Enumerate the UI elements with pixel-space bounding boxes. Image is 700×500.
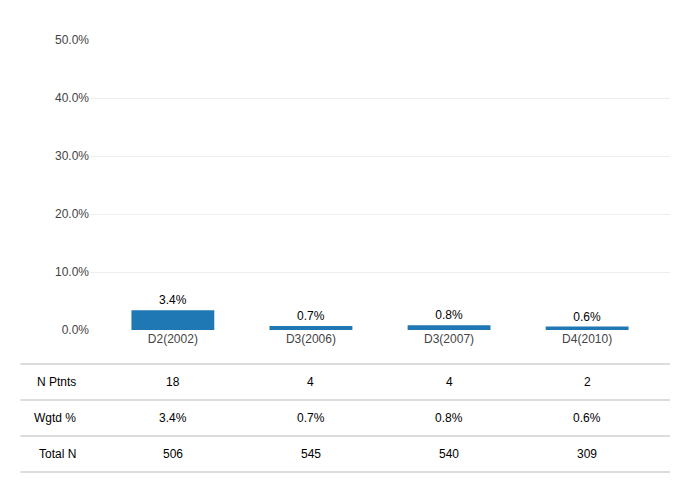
svg-text:545: 545 bbox=[301, 447, 321, 461]
svg-text:309: 309 bbox=[577, 447, 597, 461]
svg-text:D2(2002): D2(2002) bbox=[148, 332, 198, 346]
svg-text:D3(2006): D3(2006) bbox=[286, 332, 336, 346]
svg-text:506: 506 bbox=[163, 447, 183, 461]
svg-text:10.0%: 10.0% bbox=[55, 265, 89, 279]
svg-text:30.0%: 30.0% bbox=[55, 149, 89, 163]
svg-text:20.0%: 20.0% bbox=[55, 207, 89, 221]
svg-text:50.0%: 50.0% bbox=[55, 33, 89, 47]
svg-text:540: 540 bbox=[439, 447, 459, 461]
svg-text:4: 4 bbox=[446, 375, 453, 389]
svg-text:D3(2007): D3(2007) bbox=[424, 332, 474, 346]
svg-text:3.4%: 3.4% bbox=[159, 293, 187, 307]
svg-text:40.0%: 40.0% bbox=[55, 91, 89, 105]
svg-text:0.0%: 0.0% bbox=[62, 323, 90, 337]
svg-text:D4(2010): D4(2010) bbox=[562, 332, 612, 346]
svg-text:0.7%: 0.7% bbox=[297, 309, 325, 323]
svg-text:0.6%: 0.6% bbox=[573, 310, 601, 324]
svg-text:4: 4 bbox=[307, 375, 314, 389]
svg-text:3.4%: 3.4% bbox=[159, 411, 187, 425]
svg-text:0.6%: 0.6% bbox=[573, 411, 601, 425]
svg-text:Total N: Total N bbox=[39, 447, 76, 461]
svg-text:18: 18 bbox=[166, 375, 180, 389]
svg-text:N Ptnts: N Ptnts bbox=[37, 375, 76, 389]
svg-text:Wgtd %: Wgtd % bbox=[34, 411, 76, 425]
svg-text:0.7%: 0.7% bbox=[297, 411, 325, 425]
svg-text:0.8%: 0.8% bbox=[435, 308, 463, 322]
svg-text:0.8%: 0.8% bbox=[435, 411, 463, 425]
svg-text:2: 2 bbox=[584, 375, 591, 389]
